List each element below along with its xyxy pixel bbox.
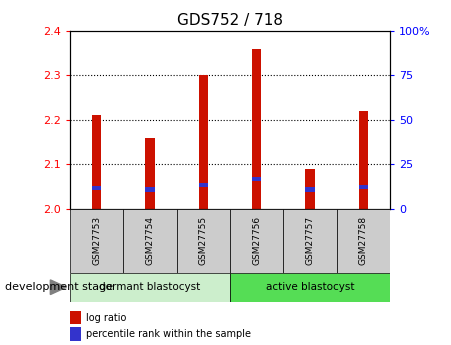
Bar bbox=[198, 76, 208, 209]
Bar bbox=[70, 209, 123, 273]
Bar bbox=[230, 273, 390, 302]
Bar bbox=[337, 209, 390, 273]
Bar bbox=[283, 209, 337, 273]
Text: GSM27758: GSM27758 bbox=[359, 216, 368, 265]
Bar bbox=[198, 183, 208, 187]
Bar bbox=[70, 327, 81, 341]
Text: development stage: development stage bbox=[5, 282, 113, 292]
Text: active blastocyst: active blastocyst bbox=[266, 282, 354, 292]
Bar bbox=[359, 185, 368, 189]
Bar bbox=[305, 187, 315, 192]
Text: dormant blastocyst: dormant blastocyst bbox=[99, 282, 201, 292]
Text: GSM27755: GSM27755 bbox=[199, 216, 208, 265]
Bar bbox=[70, 311, 81, 324]
Text: percentile rank within the sample: percentile rank within the sample bbox=[86, 329, 251, 339]
Bar bbox=[145, 138, 155, 209]
Bar bbox=[92, 186, 101, 190]
Text: GSM27753: GSM27753 bbox=[92, 216, 101, 265]
Bar bbox=[230, 209, 283, 273]
Bar bbox=[92, 116, 101, 209]
Text: GSM27756: GSM27756 bbox=[252, 216, 261, 265]
Bar bbox=[252, 177, 262, 181]
Bar bbox=[177, 209, 230, 273]
Polygon shape bbox=[51, 280, 66, 295]
Bar bbox=[70, 273, 230, 302]
Bar bbox=[305, 169, 315, 209]
Bar bbox=[252, 49, 262, 209]
Text: log ratio: log ratio bbox=[86, 313, 127, 323]
Title: GDS752 / 718: GDS752 / 718 bbox=[177, 13, 283, 29]
Bar bbox=[359, 111, 368, 209]
Bar bbox=[123, 209, 177, 273]
Bar bbox=[145, 187, 155, 192]
Text: GSM27757: GSM27757 bbox=[306, 216, 314, 265]
Text: GSM27754: GSM27754 bbox=[146, 216, 154, 265]
